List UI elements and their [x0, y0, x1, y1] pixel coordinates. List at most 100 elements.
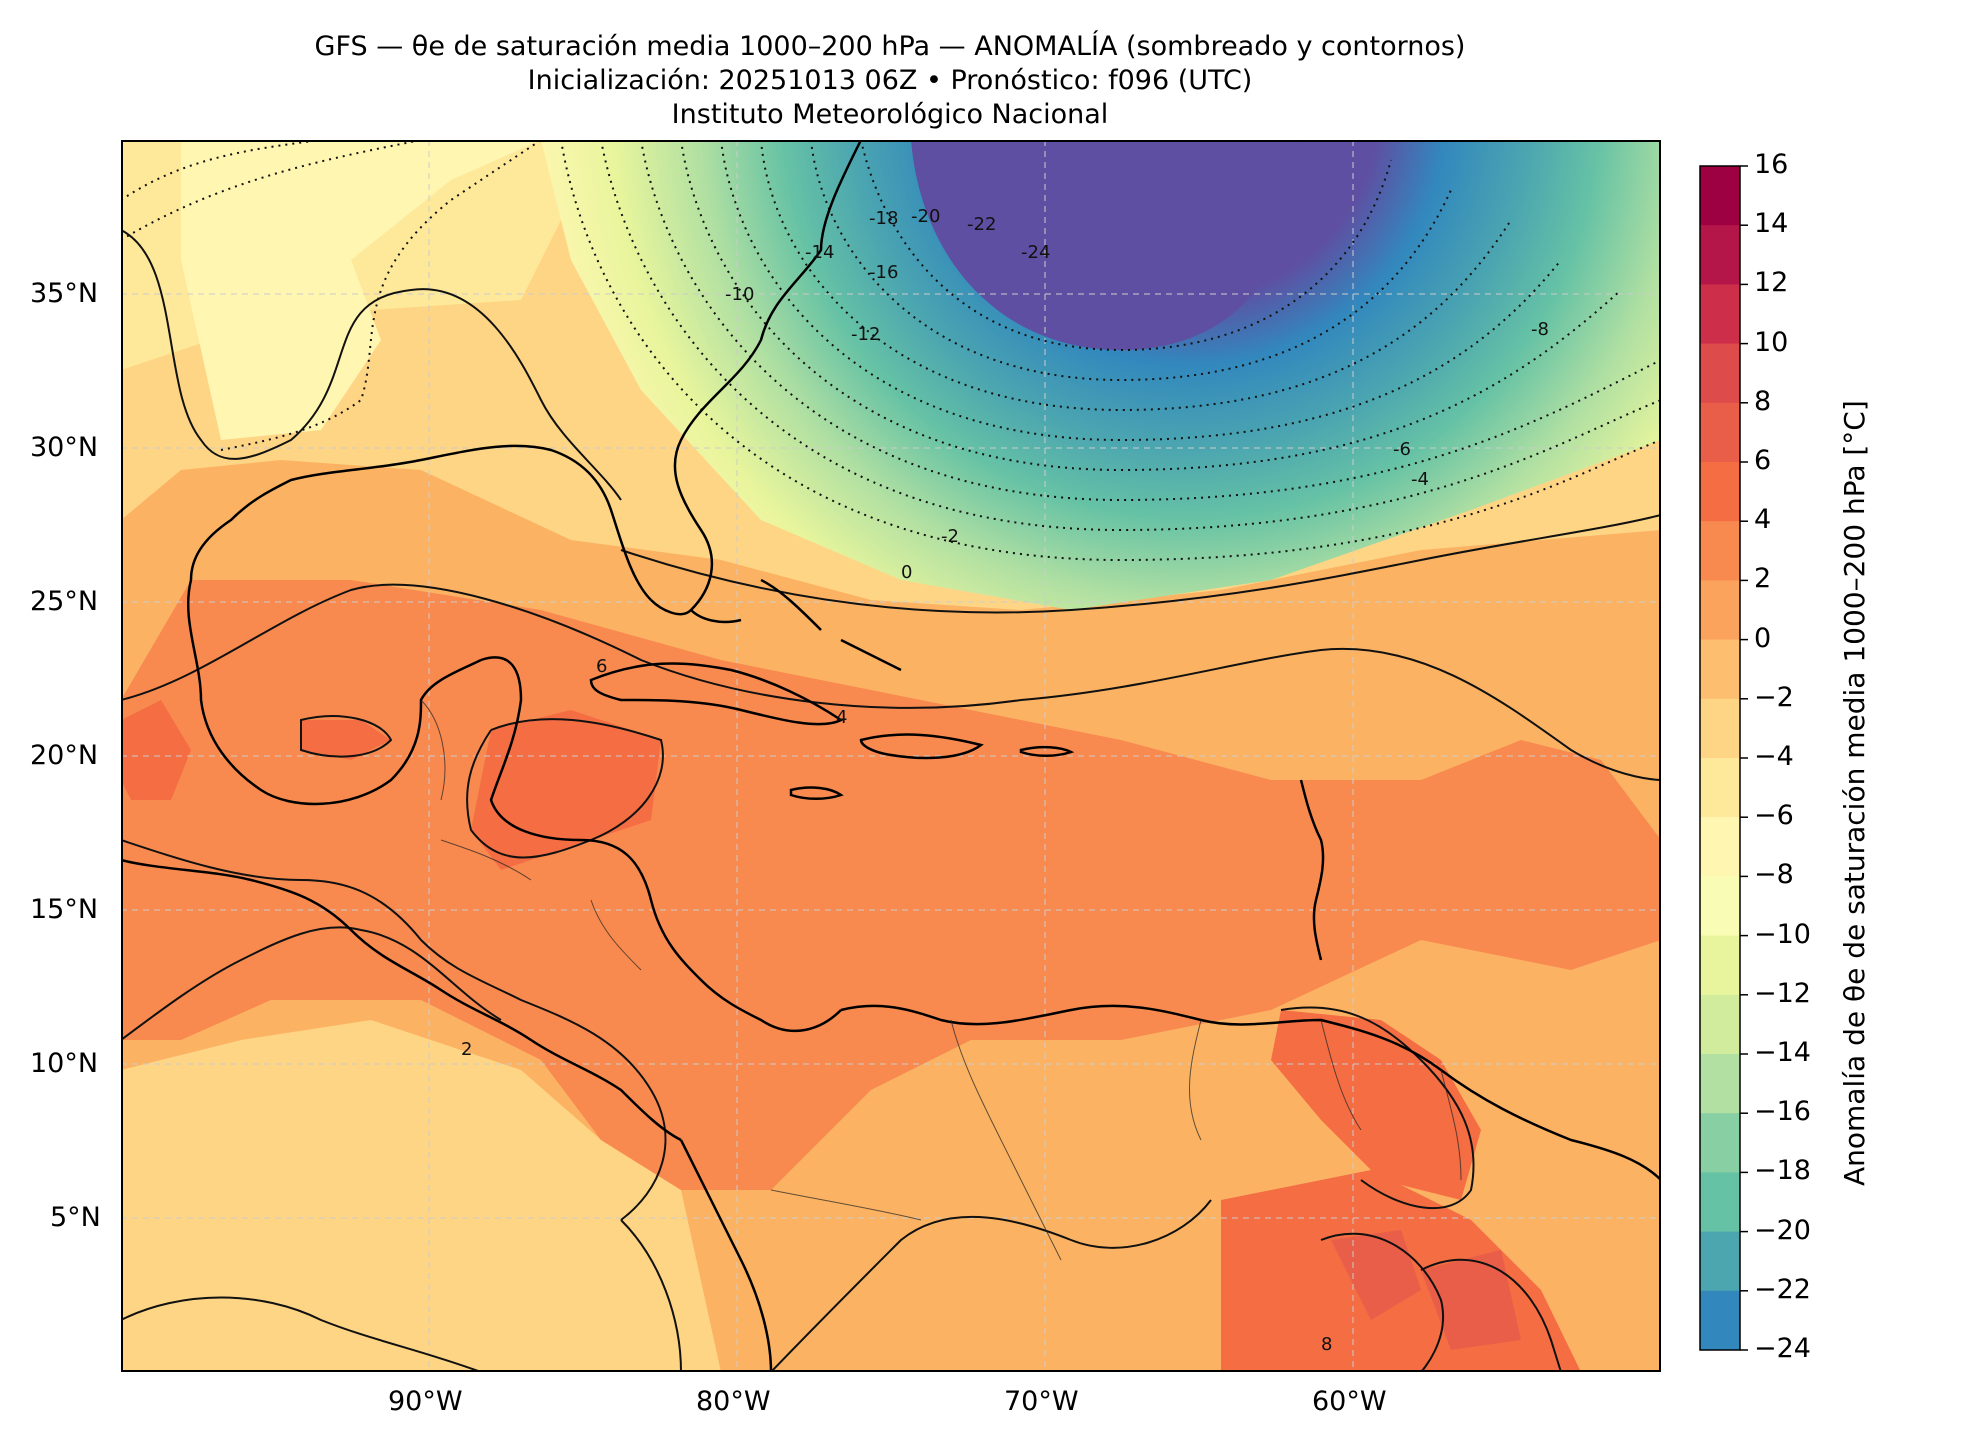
contour-label: -16: [869, 262, 898, 283]
positive-contours: [121, 229, 1661, 1372]
colorbar-bin: [1700, 994, 1740, 1055]
field-band-warm-west: [121, 700, 191, 800]
lat-tick-label: 25°N: [30, 586, 99, 617]
field-band-6-8-b: [301, 720, 391, 760]
contour-label: -4: [1411, 469, 1429, 490]
colorbar-bin: [1700, 639, 1740, 700]
colorbar-tick-label: 12: [1754, 267, 1789, 299]
map-frame: [121, 140, 1661, 1372]
contour-label: 0: [901, 562, 912, 583]
field-band-8-10-b: [1421, 1250, 1521, 1350]
contour-label: -20: [911, 206, 940, 227]
puerto-rico: [1019, 745, 1075, 757]
colorbar-tick-label: 10: [1754, 326, 1789, 358]
colorbar-bin: [1700, 166, 1740, 226]
colorbar-bin: [1700, 402, 1740, 463]
lat-tick-label: 20°N: [30, 740, 99, 771]
colorbar: [1699, 165, 1748, 1351]
cuba: [589, 662, 844, 726]
contour-label: 4: [836, 707, 847, 728]
contour-label: -2: [941, 526, 959, 547]
contour-label: -8: [1531, 319, 1549, 340]
figure-title: GFS — θe de saturación media 1000–200 hP…: [0, 30, 1780, 132]
bahamas: [760, 578, 902, 672]
south-america-north-coast: [840, 1004, 1661, 1181]
contour-labels: -2 4 -22 -20 -18 -16 -14 -12 -10 -8 -6 -4…: [461, 206, 1549, 1355]
lat-tick-label: 35°N: [30, 278, 99, 309]
colorbar-bin: [1700, 343, 1740, 404]
map-panel: -2 4 -22 -20 -18 -16 -14 -12 -10 -8 -6 -4…: [121, 140, 1661, 1372]
colorbar-bin: [1700, 817, 1740, 877]
colorbar-bin: [1700, 1290, 1740, 1351]
colorbar-bin: [1700, 462, 1740, 522]
borders: [420, 699, 1462, 1261]
colorbar-tick-label: 14: [1754, 208, 1789, 240]
lon-tick-label: 70°W: [1004, 1386, 1079, 1417]
field-cold-core: [911, 140, 1301, 350]
field-band-sw: [121, 1020, 721, 1372]
contour-label: 2: [461, 1039, 472, 1060]
lon-tick-label: 90°W: [388, 1386, 463, 1417]
colorbar-tick-label: 6: [1754, 445, 1772, 476]
negative-contours: [121, 140, 1661, 562]
contour-label: -12: [851, 324, 880, 345]
title-line-3: Instituto Meteorológico Nacional: [671, 99, 1109, 130]
colorbar-tick-label: −18: [1754, 1155, 1811, 1187]
contour-label: 6: [596, 656, 607, 677]
lat-tick-label: 15°N: [30, 894, 99, 925]
colorbar-tick-label: −2: [1754, 681, 1794, 713]
colorbar-tick-label: 8: [1754, 385, 1772, 417]
coastlines: [121, 140, 1661, 1372]
hispaniola: [859, 733, 984, 760]
mexico-coast: [187, 579, 482, 806]
colorbar-tick-label: 4: [1754, 504, 1772, 536]
jamaica: [789, 786, 844, 800]
lat-tick-label: 5°N: [50, 1202, 101, 1233]
colorbar-tick-label: 2: [1754, 563, 1772, 595]
colorbar-bin: [1700, 580, 1740, 641]
contour-label: -6: [1393, 439, 1411, 460]
lesser-antilles: [1299, 779, 1325, 961]
lat-tick-label: 30°N: [30, 432, 99, 463]
lat-tick-label: 10°N: [30, 1048, 99, 1079]
colorbar-tick-label: −24: [1754, 1333, 1811, 1364]
colorbar-tick-label: 16: [1754, 149, 1789, 180]
contour-label: -18: [869, 208, 898, 229]
contour-zero: [620, 514, 1661, 614]
title-line-1: GFS — θe de saturación media 1000–200 hP…: [314, 31, 1466, 62]
colorbar-bin: [1700, 225, 1740, 285]
field-band-6-8-c: [1271, 1010, 1481, 1200]
colorbar-tick-label: 0: [1754, 622, 1772, 654]
contour-label: -10: [725, 284, 754, 305]
contour-label: -14: [805, 242, 834, 263]
colorbar-tick-label: −8: [1754, 859, 1794, 891]
colorbar-bin: [1700, 1172, 1740, 1233]
lon-tick-label: 60°W: [1312, 1386, 1387, 1417]
colorbar-tick-label: −10: [1754, 918, 1811, 950]
map-svg: -2 4 -22 -20 -18 -16 -14 -12 -10 -8 -6 -4…: [121, 140, 1661, 1372]
lon-tick-label: 80°W: [696, 1386, 771, 1417]
florida-keys: [690, 609, 742, 624]
field-cold-anomaly: [541, 140, 1661, 610]
yucatan-central-america: [480, 656, 842, 1033]
colorbar-bin: [1700, 1054, 1740, 1114]
contour-label: 8: [1321, 1334, 1332, 1355]
colorbar-bin: [1700, 521, 1740, 581]
colorbar-tick-label: −20: [1754, 1214, 1811, 1246]
colorbar-bin: [1700, 284, 1740, 345]
colorbar-tick-label: −14: [1754, 1037, 1811, 1068]
colorbar-bin: [1700, 698, 1740, 759]
colorbar-tick-label: −4: [1754, 741, 1794, 772]
colorbar-bin: [1700, 935, 1740, 996]
south-america-west-coast: [679, 1139, 773, 1372]
field-band-neg4: [181, 140, 541, 440]
pacific-central-america: [121, 858, 682, 1142]
colorbar-bin: [1700, 1231, 1740, 1292]
contour-label: -22: [967, 214, 996, 235]
colorbar-bin: [1700, 1113, 1740, 1173]
colorbar-tick-label: −16: [1754, 1096, 1811, 1128]
colorbar-tick-label: −22: [1754, 1273, 1811, 1305]
us-east-coast: [650, 140, 863, 616]
colorbar-tick-label: −6: [1754, 800, 1794, 832]
colorbar-bin: [1700, 758, 1740, 818]
